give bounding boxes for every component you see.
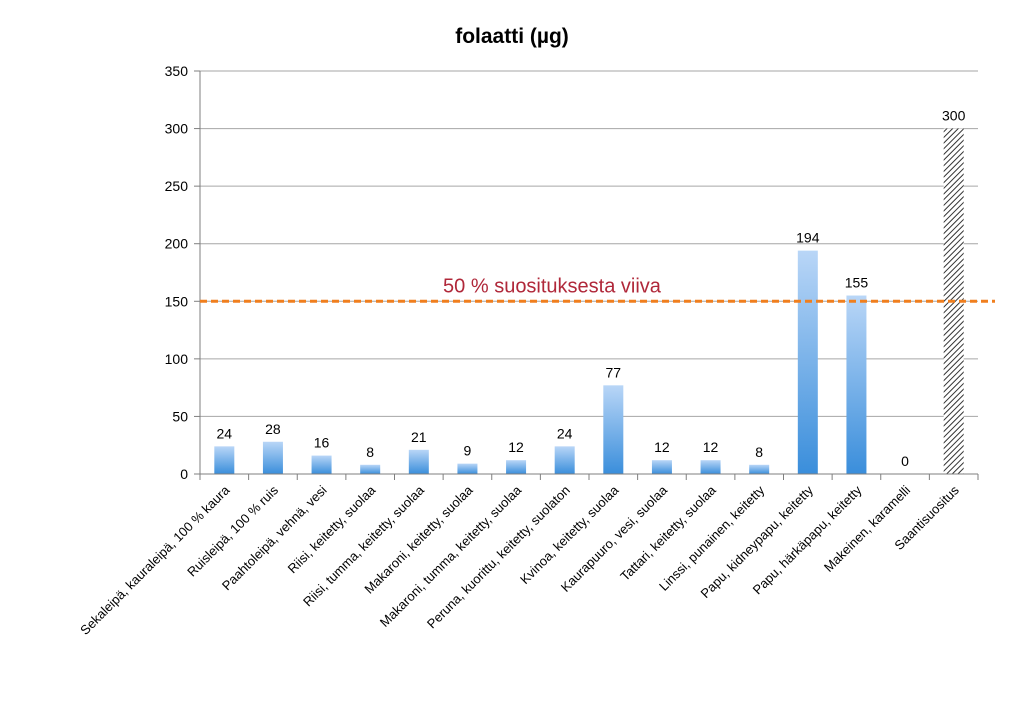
bar (846, 295, 867, 474)
y-tick-label: 250 (165, 178, 189, 194)
bar (603, 385, 624, 474)
x-tick-label: Riisi, keitetty, suolaa (285, 482, 379, 576)
bar (360, 464, 381, 474)
bar (554, 446, 575, 474)
y-tick-label: 200 (165, 236, 189, 252)
bar (700, 460, 721, 474)
x-axis: Sekaleipä, kauraleipä, 100 % kauraRuisle… (77, 473, 979, 638)
bar (262, 441, 283, 474)
data-label: 77 (606, 364, 622, 380)
y-tick-label: 300 (165, 121, 189, 137)
x-tick-label: Tattari, keitetty, suolaa (617, 482, 719, 584)
x-tick-label: Makeinen, karamelli (821, 482, 913, 574)
bar (749, 464, 770, 474)
y-tick-label: 350 (165, 63, 189, 79)
y-tick-label: 150 (165, 293, 189, 309)
bars (214, 128, 964, 475)
data-label: 300 (942, 108, 966, 124)
x-tick-label: Ruisleipä, 100 % ruis (184, 482, 281, 579)
data-label: 16 (314, 435, 330, 451)
y-tick-label: 50 (172, 408, 188, 424)
data-label: 24 (217, 425, 233, 441)
chart-title: folaatti (µg) (455, 25, 569, 48)
reference-line-group: 50 % suosituksesta viiva (200, 275, 995, 303)
data-label: 0 (901, 453, 909, 469)
y-tick-label: 100 (165, 351, 189, 367)
data-label: 9 (464, 443, 472, 459)
data-label: 8 (755, 444, 763, 460)
y-axis: 0 50 100 150 200 250 300 350 (165, 63, 201, 482)
bar (457, 463, 478, 474)
data-label: 155 (845, 275, 869, 291)
data-label: 21 (411, 429, 427, 445)
data-label: 194 (796, 230, 820, 246)
data-label: 12 (703, 439, 719, 455)
data-label: 12 (508, 439, 524, 455)
bar (214, 446, 235, 474)
data-label: 8 (366, 444, 374, 460)
bar (651, 460, 672, 474)
y-tick-label: 0 (180, 466, 188, 482)
data-label: 28 (265, 421, 281, 437)
data-label: 24 (557, 425, 573, 441)
bar (506, 460, 527, 474)
data-labels: 24 28 16 8 21 9 12 24 77 12 12 8 194 155 0 300 (217, 108, 966, 469)
bar (408, 449, 429, 474)
bar (797, 250, 818, 474)
data-label: 12 (654, 439, 670, 455)
bar (311, 455, 332, 474)
reference-line-label: 50 % suosituksesta viiva (443, 275, 662, 297)
